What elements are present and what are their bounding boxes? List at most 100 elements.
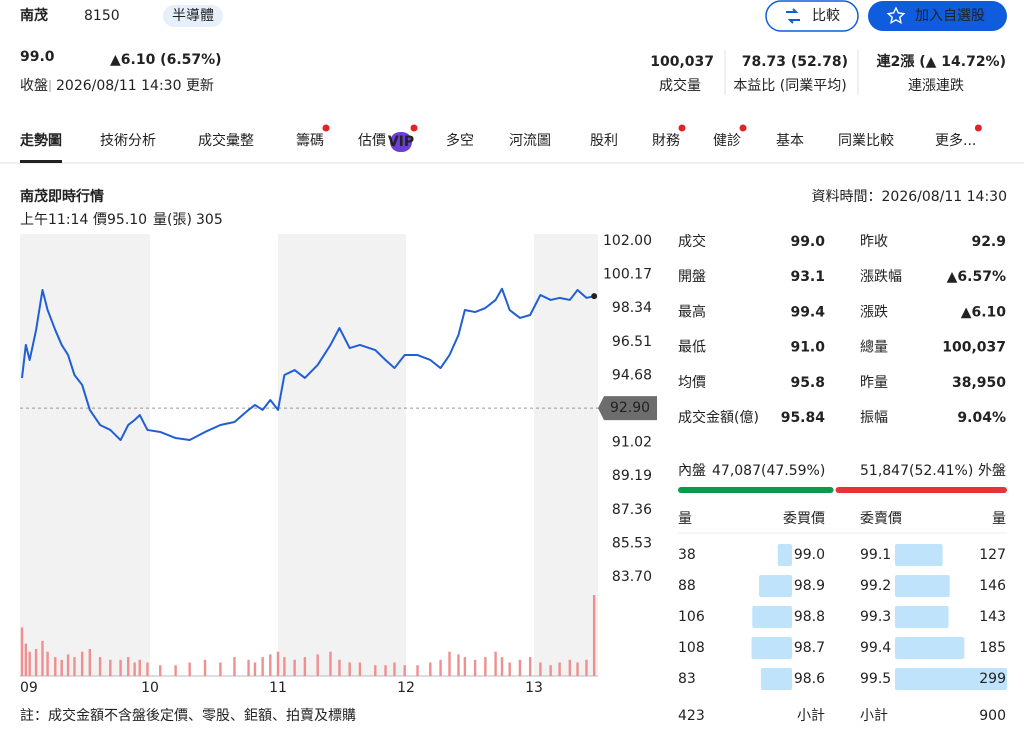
quote-label: 成交金額(億) — [678, 409, 759, 426]
hover-time: 上午11:14 — [20, 212, 88, 228]
chart-title: 南茂即時行情 — [20, 188, 104, 205]
quote-value: 93.1 — [790, 269, 825, 285]
book-header: 量 — [992, 511, 1006, 527]
quote-label: 最低 — [678, 340, 706, 356]
ask-price: 99.4 — [860, 640, 891, 656]
volume-bar — [528, 657, 532, 676]
tab[interactable]: 同業比較 — [838, 133, 894, 149]
tab[interactable]: 籌碼 — [296, 133, 324, 149]
update-time: 2026/08/11 14:30 更新 — [56, 78, 214, 94]
ask-volume: 146 — [979, 578, 1006, 594]
volume-bar — [549, 665, 552, 676]
industry-badge — [163, 5, 223, 27]
bid-volume-bar — [752, 606, 792, 628]
hover-price: 95.10 — [107, 212, 147, 228]
market-status: 收盤 — [20, 78, 48, 94]
notice-dot — [678, 124, 686, 132]
ask-price: 99.5 — [860, 671, 891, 687]
x-tick-label: 09 — [20, 680, 38, 696]
quote-value: 95.8 — [790, 375, 825, 391]
volume-bar — [174, 665, 177, 676]
x-tick-label: 13 — [525, 680, 543, 696]
vip-badge — [390, 132, 412, 152]
outer-bar — [835, 487, 1007, 493]
tab[interactable]: 成交彙整 — [198, 132, 254, 149]
volume-bar — [384, 665, 387, 676]
volume-bar — [283, 657, 286, 676]
volume-bar — [585, 659, 588, 676]
quote-value: ▲6.10 — [961, 304, 1007, 320]
price-change: ▲6.10 (6.57%) — [110, 52, 222, 68]
session-band — [534, 234, 598, 676]
notice-dot — [739, 124, 747, 132]
volume-bar — [34, 649, 38, 676]
book-footer: 900 — [979, 708, 1006, 724]
volume-bar — [20, 627, 24, 676]
volume-bar — [127, 657, 130, 676]
volume-bar — [393, 662, 396, 676]
tab-underline — [20, 160, 62, 163]
book-footer: 小計 — [860, 708, 888, 724]
quote-value: 9.04% — [957, 410, 1006, 426]
stat-label: 本益比 (同業平均) — [733, 78, 846, 94]
bid-price: 98.6 — [794, 671, 825, 687]
tab[interactable]: 健診 — [713, 133, 741, 149]
volume-bar — [338, 659, 341, 676]
volume-bar — [159, 665, 162, 676]
tab[interactable]: 走勢圖 — [20, 132, 62, 149]
tab[interactable]: 技術分析 — [100, 133, 156, 149]
price-line — [21, 287, 595, 442]
volume-bar — [276, 651, 280, 676]
y-tick-label: 98.34 — [612, 300, 652, 316]
volume-bar — [439, 659, 442, 676]
vip-label: VIP — [388, 134, 414, 150]
volume-bar — [558, 662, 561, 676]
stat-value: 100,037 — [650, 54, 714, 70]
last-price: 99.0 — [20, 49, 55, 65]
bid-volume: 38 — [678, 547, 696, 563]
compare-button[interactable] — [765, 0, 859, 32]
ask-volume-bar — [895, 668, 1007, 690]
tab[interactable]: 多空 — [446, 132, 474, 149]
tab[interactable]: 估價 — [358, 132, 386, 149]
volume-bar — [403, 665, 406, 676]
ask-volume: 185 — [979, 640, 1006, 656]
stock-name: 南茂 — [20, 7, 48, 24]
tab[interactable]: 河流圖 — [509, 133, 551, 149]
bid-volume: 108 — [678, 640, 705, 656]
inner-label: 內盤 — [678, 463, 706, 479]
volume-bar — [316, 654, 319, 676]
notice-dot — [410, 124, 418, 132]
volume-bar — [293, 659, 296, 676]
volume-bar — [303, 657, 307, 676]
watchlist-button[interactable] — [868, 1, 1007, 31]
volume-bar — [500, 657, 504, 676]
session-band — [278, 234, 406, 676]
stock-code: 8150 — [84, 8, 120, 24]
volume-bar — [98, 657, 102, 676]
bid-volume: 88 — [678, 578, 696, 594]
volume-bar — [188, 662, 191, 676]
y-tick-label: 96.51 — [612, 334, 652, 350]
bid-price: 98.9 — [794, 578, 825, 594]
volume-bar — [60, 659, 63, 676]
x-tick-label: 12 — [397, 680, 415, 696]
quote-label: 漲跌幅 — [860, 269, 902, 285]
tab[interactable]: 基本 — [776, 132, 804, 149]
tab[interactable]: 財務 — [652, 133, 680, 149]
y-tick-label: 94.68 — [612, 367, 652, 383]
outer-label: 外盤 — [978, 463, 1006, 479]
ask-volume-bar — [895, 544, 943, 566]
volume-bar — [416, 665, 419, 676]
quote-label: 均價 — [678, 374, 706, 391]
ask-price: 99.2 — [860, 578, 891, 594]
y-tick-label: 91.02 — [612, 435, 652, 451]
stat-value: 78.73 (52.78) — [742, 54, 848, 70]
inner-value: 47,087(47.59%) — [712, 463, 825, 479]
bid-volume: 106 — [678, 609, 705, 625]
volume-bar — [253, 662, 257, 676]
tab[interactable]: 股利 — [590, 133, 618, 149]
y-tick-label: 89.19 — [612, 468, 652, 484]
tab[interactable]: 更多... — [935, 132, 976, 149]
